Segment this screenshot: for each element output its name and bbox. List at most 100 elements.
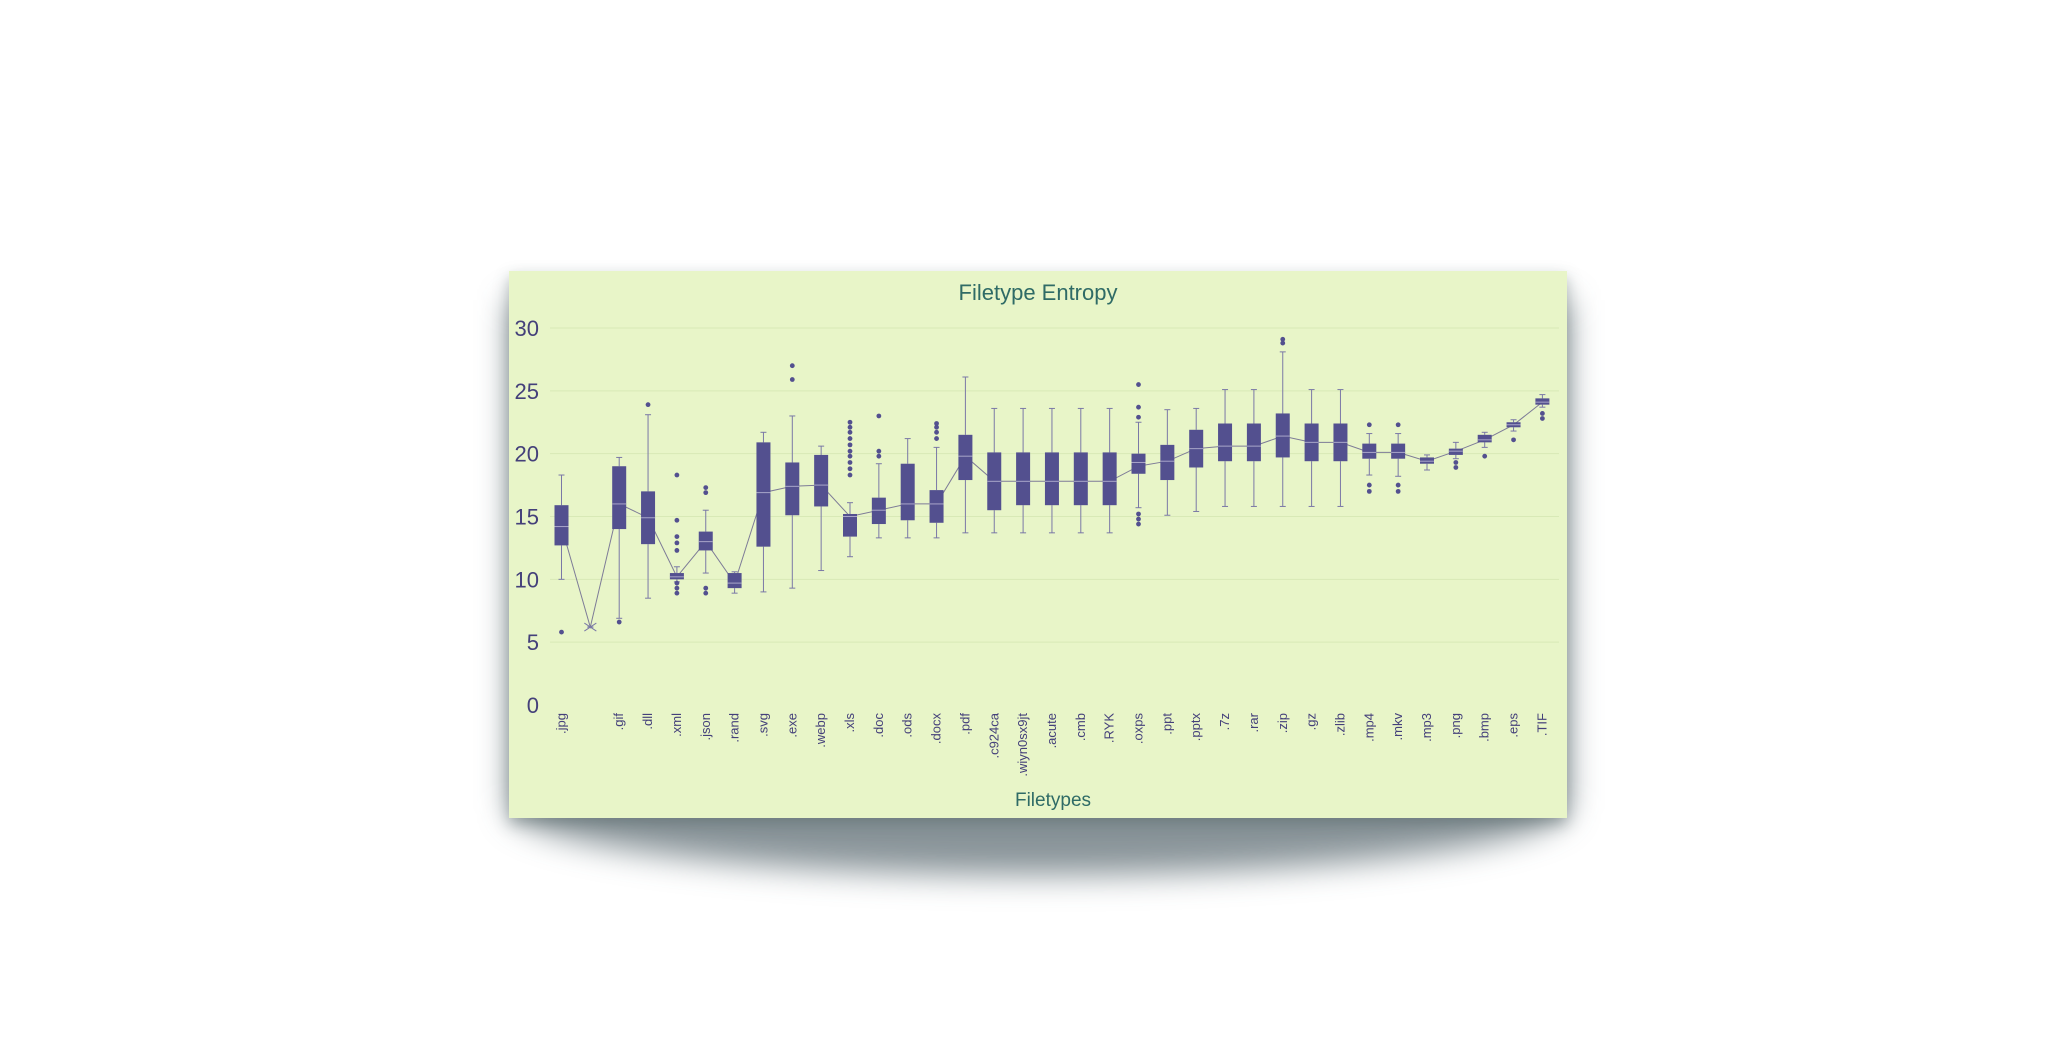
outlier-point xyxy=(847,466,853,472)
iqr-box xyxy=(612,466,627,530)
x-tick-label: .RYK xyxy=(1102,713,1117,743)
box-dll xyxy=(641,402,656,599)
outlier-point xyxy=(847,442,853,448)
x-tick-label: .oxps xyxy=(1131,713,1146,745)
outlier-point xyxy=(934,421,939,426)
x-tick-label: .ppt xyxy=(1159,713,1174,735)
box-acute xyxy=(1044,407,1059,534)
iqr-box xyxy=(756,442,771,547)
outlier-point xyxy=(1136,414,1141,420)
outlier-point xyxy=(1280,340,1286,346)
iqr-box xyxy=(871,497,886,525)
x-tick-label: .png xyxy=(1448,713,1463,738)
box-gif xyxy=(612,456,627,625)
outlier-point xyxy=(1511,437,1516,443)
box-mkv xyxy=(1391,422,1406,494)
x-tick-label: .mkv xyxy=(1390,713,1405,741)
iqr-box xyxy=(1448,448,1463,455)
box-pdf xyxy=(958,376,973,534)
y-tick-label: 5 xyxy=(527,630,539,655)
iqr-box xyxy=(929,490,944,523)
box-TIF xyxy=(1535,394,1550,421)
iqr-box xyxy=(554,505,569,546)
outlier-point xyxy=(703,585,709,591)
x-tick-label: .docx xyxy=(929,713,944,745)
outlier-point xyxy=(876,448,882,454)
box-unlabeled xyxy=(584,622,597,632)
x-tick-label: .c924ca xyxy=(986,712,1001,758)
box-webp xyxy=(814,445,829,572)
outlier-point xyxy=(559,629,564,635)
iqr-box xyxy=(1073,452,1088,506)
iqr-box xyxy=(698,531,713,551)
box-doc xyxy=(871,413,886,539)
outlier-point xyxy=(1366,488,1372,494)
box-7z xyxy=(1218,389,1233,507)
outlier-point xyxy=(674,580,680,586)
iqr-box xyxy=(785,462,800,516)
outlier-point xyxy=(789,377,795,382)
outlier-point xyxy=(674,548,680,553)
outlier-point xyxy=(1453,465,1459,470)
outlier-point xyxy=(847,453,853,459)
y-tick-label: 20 xyxy=(515,442,539,467)
box-cmb xyxy=(1073,407,1088,534)
outlier-point xyxy=(847,460,853,465)
box-bmp xyxy=(1477,431,1492,459)
outlier-point xyxy=(1136,511,1141,517)
y-tick-label: 30 xyxy=(515,316,539,341)
box-ods xyxy=(900,438,915,539)
x-tick-label: .zip xyxy=(1275,713,1290,733)
iqr-box xyxy=(1391,443,1406,459)
box-RYK xyxy=(1102,407,1117,534)
iqr-box xyxy=(1160,444,1175,481)
box-xls xyxy=(843,419,857,558)
iqr-box xyxy=(1535,398,1550,405)
outlier-point xyxy=(645,402,651,408)
outlier-point xyxy=(1482,453,1488,459)
outlier-point xyxy=(847,472,853,478)
iqr-box xyxy=(814,454,829,507)
outlier-point xyxy=(616,619,622,625)
box-zlib xyxy=(1333,389,1348,507)
outlier-point xyxy=(1366,482,1372,488)
outlier-point xyxy=(789,363,795,369)
outlier-point xyxy=(1366,422,1372,428)
outlier-point xyxy=(847,429,853,435)
outlier-point xyxy=(876,453,882,459)
box-mp3 xyxy=(1420,454,1434,471)
box-rand xyxy=(727,571,742,594)
iqr-box xyxy=(1044,452,1059,506)
x-tick-label: .wiyn0sx9jt xyxy=(1015,713,1030,777)
box-rar xyxy=(1246,389,1261,507)
outlier-point xyxy=(847,448,853,454)
x-tick-label: .bmp xyxy=(1477,713,1492,742)
outlier-point xyxy=(674,517,680,523)
box-gz xyxy=(1304,389,1319,507)
x-tick-label: .gz xyxy=(1304,713,1319,730)
outlier-point xyxy=(703,590,709,596)
chart-title: Filetype Entropy xyxy=(959,280,1118,305)
box-svg xyxy=(756,431,771,593)
x-tick-label: .ods xyxy=(900,713,915,738)
box-eps xyxy=(1506,419,1521,443)
outlier-point xyxy=(674,534,680,540)
y-tick-label: 15 xyxy=(515,505,539,530)
x-axis-title: Filetypes xyxy=(1015,790,1091,811)
box-zip xyxy=(1275,336,1290,507)
outlier-point xyxy=(674,540,680,546)
outlier-point xyxy=(1395,488,1401,494)
box-ppt xyxy=(1160,409,1175,516)
outlier-point xyxy=(1540,416,1545,421)
box-layer xyxy=(554,336,1550,635)
iqr-box xyxy=(1016,452,1031,506)
box-json xyxy=(698,485,713,596)
box-c924ca xyxy=(987,407,1002,534)
box-plot-chart: Filetype Entropy 0 5 10 15 20 25 30 .jpg .gif .d… xyxy=(515,280,1559,811)
x-tick-label: .json xyxy=(698,713,713,740)
iqr-box xyxy=(1275,413,1290,458)
outlier-point xyxy=(876,413,882,419)
iqr-box xyxy=(727,573,742,589)
iqr-box xyxy=(1477,434,1492,443)
x-tick-label: .pptx xyxy=(1188,713,1203,742)
